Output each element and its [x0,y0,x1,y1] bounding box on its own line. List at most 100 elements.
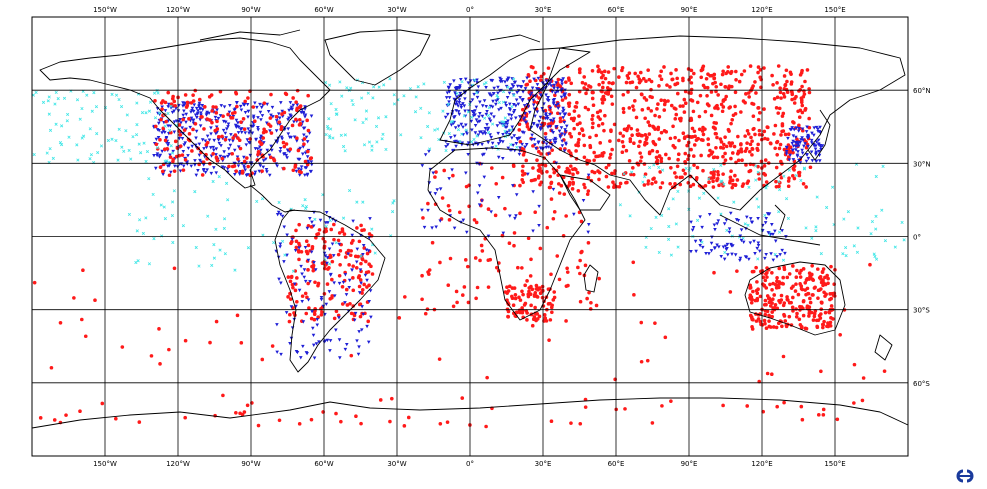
station-marker-red [820,300,824,305]
station-marker-red [231,136,235,140]
station-marker-cyan [416,85,420,89]
station-marker-red [662,108,667,112]
station-marker-cyan [399,133,403,137]
station-marker-blue [469,119,474,124]
station-marker-cyan [433,128,437,132]
station-marker-red [600,85,605,90]
station-marker-cyan [214,227,218,231]
station-marker-blue [275,213,280,217]
station-marker-cyan [114,93,119,97]
station-marker-blue [729,244,734,248]
station-marker-blue [188,125,192,130]
station-marker-red [365,285,369,289]
station-marker-blue [466,152,470,157]
station-marker-red [733,111,738,116]
station-marker-blue [784,145,789,150]
station-marker-blue [204,145,209,150]
station-marker-red [168,155,173,159]
station-marker-blue [544,145,548,150]
station-marker-blue [513,80,518,84]
station-marker-blue [501,132,505,137]
station-marker-blue [263,157,268,161]
station-marker-blue [303,279,308,284]
station-marker-red [520,266,524,270]
station-marker-blue [307,131,312,135]
station-marker-red [302,142,306,146]
station-marker-blue [285,253,289,257]
station-marker-red [321,237,326,241]
station-marker-blue [202,147,206,151]
station-marker-red [486,258,491,263]
station-marker-red [683,171,687,176]
station-marker-red [830,291,835,296]
station-marker-cyan [427,111,431,115]
station-marker-red [582,182,586,187]
station-marker-red [657,137,662,141]
station-marker-cyan [719,163,723,167]
station-marker-blue [496,142,501,146]
station-marker-blue [526,172,530,176]
station-marker-red [566,76,571,81]
station-marker-red [792,168,796,172]
station-marker-blue [163,130,167,135]
station-marker-cyan [343,133,347,137]
station-marker-blue [769,252,773,256]
station-marker-red [583,263,588,268]
station-marker-red [621,134,626,138]
station-marker-red [692,71,696,76]
station-marker-blue [214,153,218,157]
station-marker-red [770,310,774,314]
station-marker-red [570,176,575,181]
station-marker-blue [799,156,803,160]
station-marker-blue [268,129,272,133]
station-marker-blue [515,84,520,88]
station-marker-red [829,264,833,269]
station-marker-blue [258,102,262,107]
station-marker-red [191,127,195,132]
station-marker-cyan [446,102,450,106]
station-marker-red [507,241,512,246]
station-marker-red [474,220,479,225]
station-marker-blue [747,257,751,262]
station-marker-red [753,80,757,84]
station-marker-red [357,274,362,278]
station-marker-red [220,156,225,161]
station-marker-red [659,98,664,103]
station-marker-red [627,106,632,110]
station-marker-cyan [56,97,60,101]
station-marker-blue [214,125,219,129]
station-marker-red [83,334,88,339]
station-marker-blue [216,116,221,121]
station-marker-red [281,140,286,145]
station-marker-blue [505,122,510,126]
station-marker-blue [298,356,303,360]
longitude-tick-label: 120°W [166,6,190,14]
station-marker-red [303,159,308,164]
station-marker-red [535,295,540,299]
station-marker-cyan [881,164,885,168]
station-marker-blue [818,125,822,130]
station-marker-blue [738,256,743,261]
station-marker-red [624,180,628,185]
station-marker-red [689,91,693,95]
station-marker-blue [251,116,256,120]
station-marker-red [591,90,595,95]
station-marker-red [518,211,522,216]
station-marker-cyan [156,91,160,95]
station-marker-blue [800,136,804,140]
station-marker-cyan [732,200,736,204]
station-markers [31,64,906,429]
station-marker-blue [463,77,468,81]
station-marker-red [120,345,125,349]
station-marker-blue [456,86,460,91]
station-marker-red [729,84,734,89]
station-marker-blue [563,128,567,132]
station-marker-blue [186,146,191,151]
station-marker-red [814,318,819,323]
station-marker-red [674,175,679,179]
station-marker-red [646,106,651,111]
station-marker-cyan [223,252,227,256]
station-marker-blue [586,223,591,227]
station-marker-red [728,175,733,180]
station-marker-cyan [815,195,819,199]
